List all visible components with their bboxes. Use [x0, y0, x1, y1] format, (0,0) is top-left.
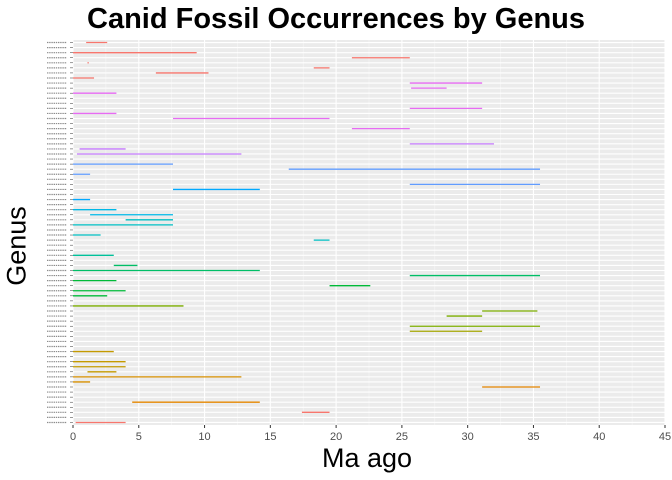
chart-title: Canid Fossil Occurrences by Genus — [87, 3, 585, 35]
x-tick-label: 10 — [198, 431, 210, 443]
x-tick-label: 30 — [462, 431, 474, 443]
x-tick-label: 0 — [70, 431, 76, 443]
x-tick-label: 40 — [593, 431, 605, 443]
x-tick-label: 20 — [330, 431, 342, 443]
y-axis-ticks — [47, 41, 73, 424]
plot-panel — [72, 40, 666, 425]
x-tick-label: 5 — [136, 431, 142, 443]
x-tick-label: 25 — [396, 431, 408, 443]
x-tick-label: 35 — [527, 431, 539, 443]
x-axis-ticks: 0 5 10 15 20 25 30 35 40 45 — [70, 425, 671, 443]
x-tick-label: 15 — [264, 431, 276, 443]
range-bars — [73, 41, 541, 424]
x-tick-label: 45 — [659, 431, 671, 443]
x-axis-label: Ma ago — [321, 443, 413, 473]
